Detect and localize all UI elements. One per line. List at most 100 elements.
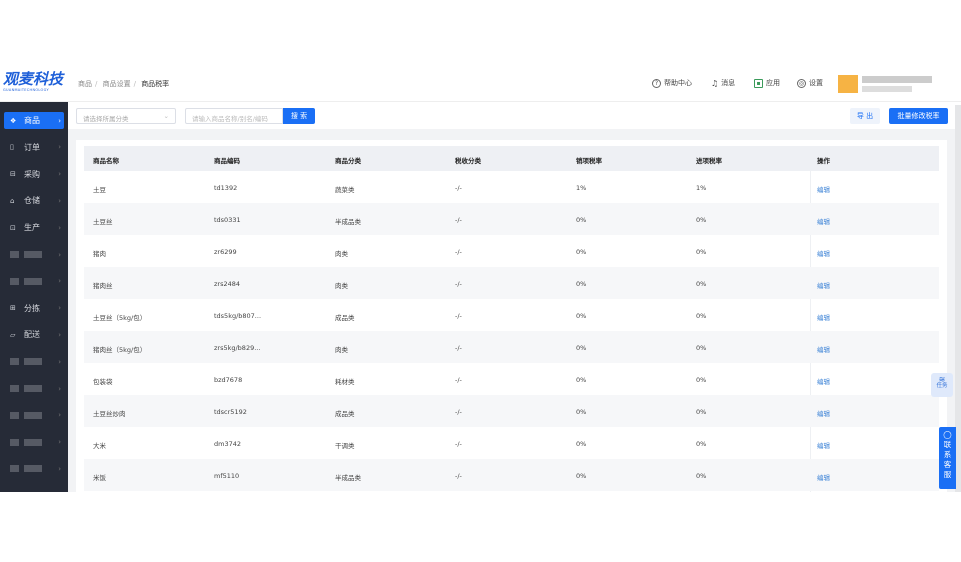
table-cell: 干调类 — [335, 442, 355, 450]
blurred-icon — [10, 385, 19, 392]
table-cell: 0% — [576, 344, 587, 352]
table-row: 米饭 mf5110 半成品类 -/- 0% 0% 编辑 — [84, 459, 939, 491]
table-row: 大米 dm3742 干调类 -/- 0% 0% 编辑 — [84, 427, 939, 459]
table-cell: 成品类 — [335, 314, 355, 322]
edit-link[interactable]: 编辑 — [817, 186, 830, 194]
table-cell: 0% — [696, 440, 707, 448]
table-cell: 肉类 — [335, 282, 348, 290]
settings-link[interactable]: ◎ 设置 — [797, 78, 823, 88]
column-header: 税收分类 — [455, 157, 481, 165]
sidebar-item[interactable]: › — [4, 460, 64, 477]
sidebar-item[interactable]: › — [4, 380, 64, 397]
edit-link[interactable]: 编辑 — [817, 346, 830, 354]
order-icon: ▯ — [10, 143, 14, 152]
category-select[interactable]: 请选择所属分类 ⌄ — [76, 108, 176, 124]
edit-link[interactable]: 编辑 — [817, 378, 830, 386]
apps-link[interactable]: ▪ 应用 — [754, 78, 780, 88]
sidebar-item[interactable]: ⊞ 分拣 › — [4, 300, 64, 317]
edit-link[interactable]: 编辑 — [817, 218, 830, 226]
edit-link[interactable]: 编辑 — [817, 442, 830, 450]
blurred-label — [24, 358, 42, 366]
product-icon: ❖ — [10, 116, 17, 125]
table-cell: tds0331 — [214, 216, 241, 224]
table-cell: tds5kg/b807... — [214, 312, 262, 320]
user-name-blurred — [862, 76, 932, 83]
export-button[interactable]: 导 出 — [850, 108, 880, 124]
sidebar-item[interactable]: ⌂ 仓储 › — [4, 192, 64, 209]
table-header: 商品名称 商品编码 商品分类 税收分类 销项税率 进项税率 操作 — [84, 146, 939, 171]
table-cell: 肉类 — [335, 346, 348, 354]
sidebar-item[interactable]: › — [4, 353, 64, 370]
column-header: 商品编码 — [214, 157, 240, 165]
table-cell: -/- — [455, 472, 462, 480]
search-button[interactable]: 搜 索 — [283, 108, 315, 124]
edit-link[interactable]: 编辑 — [817, 250, 830, 258]
logo-text: 观麦科技 — [3, 70, 64, 88]
table-cell: 0% — [576, 472, 587, 480]
table-cell: td1392 — [214, 184, 238, 192]
sidebar-item[interactable]: ❖ 商品 › — [4, 112, 64, 129]
table-cell: 猪肉 — [93, 250, 106, 258]
table-row: 土豆 td1392 蔬菜类 -/- 1% 1% 编辑 — [84, 171, 939, 203]
sidebar-item[interactable]: › — [4, 434, 64, 451]
user-menu[interactable] — [838, 73, 948, 95]
edit-link[interactable]: 编辑 — [817, 282, 830, 290]
edit-link[interactable]: 编辑 — [817, 474, 830, 482]
help-circle-icon: ? — [652, 78, 661, 88]
sidebar-item[interactable]: › — [4, 273, 64, 290]
chat-icon: ◯ — [943, 430, 952, 439]
chevron-right-icon: › — [58, 411, 61, 420]
table-cell: 大米 — [93, 442, 106, 450]
table-cell: 0% — [696, 248, 707, 256]
blurred-label — [24, 385, 42, 392]
edit-link[interactable]: 编辑 — [817, 314, 830, 322]
nav-label: 帮助中心 — [664, 79, 692, 87]
table-cell: 0% — [576, 408, 587, 416]
column-header: 销项税率 — [576, 157, 602, 165]
blurred-label — [24, 277, 42, 285]
blurred-icon — [10, 438, 19, 446]
task-button[interactable]: ≋ 任务 — [931, 373, 953, 397]
table-cell: 0% — [576, 280, 587, 288]
sidebar-item[interactable]: ▱ 配送 › — [4, 326, 64, 343]
sidebar-item[interactable]: › — [4, 246, 64, 263]
scrollbar[interactable] — [955, 105, 961, 492]
edit-link[interactable]: 编辑 — [817, 410, 830, 418]
table-cell: 土豆丝（5kg/包） — [93, 314, 147, 322]
table-row: 包装袋 bzd7678 耗材类 -/- 0% 0% 编辑 — [84, 363, 939, 395]
table-cell: bzd7678 — [214, 376, 243, 384]
logo[interactable]: 观麦科技 GUANMAITECHNOLOGY — [3, 71, 67, 93]
breadcrumb-item[interactable]: 商品设置 — [102, 80, 131, 88]
table-cell: 0% — [576, 440, 587, 448]
table-cell: 半成品类 — [335, 218, 361, 226]
table-cell: mf5110 — [214, 472, 240, 480]
contact-support-button[interactable]: ◯ 联系客服 — [939, 427, 956, 489]
table-cell: -/- — [455, 440, 462, 448]
chevron-right-icon: › — [58, 223, 61, 232]
contact-label: 联系客服 — [943, 440, 952, 479]
blurred-icon — [10, 411, 19, 419]
table-cell: -/- — [455, 376, 462, 384]
batch-edit-tax-button[interactable]: 批量修改税率 — [889, 108, 948, 124]
table-cell: 0% — [696, 280, 707, 288]
blurred-label — [24, 465, 42, 473]
table-cell: 0% — [696, 312, 707, 320]
sidebar-item-label: 采购 — [24, 169, 40, 179]
help-center-link[interactable]: ? 帮助中心 — [652, 78, 692, 88]
breadcrumb-item[interactable]: 商品 — [78, 80, 92, 88]
table-cell: -/- — [455, 280, 462, 288]
app-icon: ▪ — [754, 78, 763, 88]
sidebar-item[interactable]: ⊡ 生产 › — [4, 219, 64, 236]
chevron-right-icon: › — [58, 116, 61, 125]
chevron-right-icon: › — [58, 304, 61, 313]
chevron-right-icon: › — [58, 464, 61, 473]
messages-link[interactable]: ♫ 消息 — [711, 78, 735, 88]
sidebar-item-label: 订单 — [24, 142, 40, 152]
sidebar-item[interactable]: › — [4, 407, 64, 424]
sorting-icon: ⊞ — [10, 304, 16, 313]
search-input[interactable]: 请输入商品名称/别名/编码 — [185, 108, 283, 124]
sidebar-item[interactable]: ▯ 订单 › — [4, 139, 64, 156]
table-cell: 蔬菜类 — [335, 186, 355, 194]
sidebar-item-label: 配送 — [24, 330, 40, 340]
sidebar-item[interactable]: ⊟ 采购 › — [4, 166, 64, 183]
